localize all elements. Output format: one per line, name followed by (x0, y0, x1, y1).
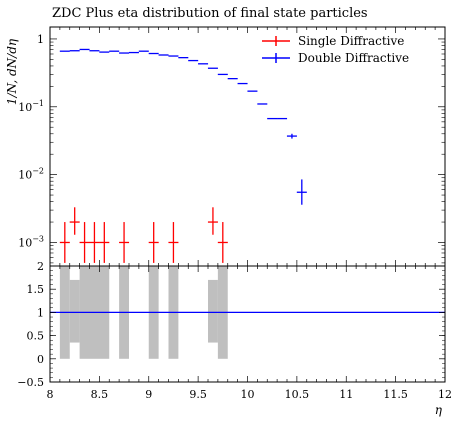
axes: 8 8.5 9 9.5 10 10.5 11 11.5 1210−310−210−11−0.50… (17, 26, 452, 401)
ratio-panel (50, 265, 445, 359)
x-tick-label: 10.5 (285, 388, 310, 401)
y-tick-label: 10−3 (18, 234, 44, 249)
x-tick-label: 11 (339, 388, 353, 401)
x-tick-label: 10 (241, 388, 255, 401)
y-tick-label: 1 (37, 33, 44, 46)
y-tick-label: 10−1 (18, 99, 44, 114)
x-tick-label: 9 (145, 388, 152, 401)
legend-label: Single Diffractive (298, 34, 404, 48)
x-tick-label: 11.5 (383, 388, 408, 401)
x-tick-label: 9.5 (189, 388, 207, 401)
double-diffractive-series (59, 48, 307, 205)
chart-title: ZDC Plus eta distribution of final state… (52, 6, 368, 21)
ratio-y-tick-label: 1 (37, 306, 44, 319)
ratio-y-tick-label: 0 (37, 353, 44, 366)
ratio-band (208, 279, 218, 343)
x-axis-label: η (435, 403, 443, 417)
main-panel (59, 48, 307, 263)
y-axis-label: 1/N, dN/dη (5, 38, 19, 105)
single-diffractive-series (59, 207, 228, 263)
legend: Single Diffractive Double Diffractive (262, 34, 409, 65)
x-tick-label: 8 (47, 388, 54, 401)
x-tick-label: 12 (438, 388, 452, 401)
x-tick-label: 8.5 (91, 388, 109, 401)
ratio-y-tick-label: 2 (37, 260, 44, 273)
ratio-y-tick-label: 1.5 (27, 283, 45, 296)
legend-label: Double Diffractive (298, 51, 409, 65)
ratio-y-tick-label: 0.5 (27, 330, 45, 343)
ratio-band (69, 279, 80, 343)
y-tick-label: 10−2 (18, 167, 44, 182)
ratio-y-tick-label: −0.5 (17, 376, 44, 389)
